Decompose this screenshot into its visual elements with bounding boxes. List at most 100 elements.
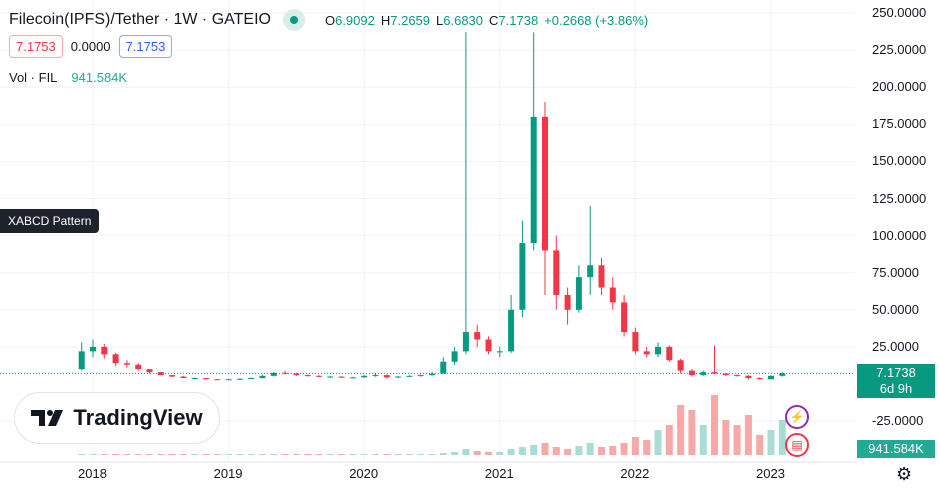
- candle-body: [542, 116, 548, 251]
- volume-bar: [541, 443, 549, 455]
- volume-bar: [699, 425, 707, 455]
- x-tick-label: 2022: [620, 466, 650, 481]
- candle-body: [225, 379, 232, 381]
- candle-body: [575, 277, 582, 310]
- candle-body: [609, 287, 616, 303]
- candle-body: [259, 375, 266, 379]
- candle-body: [700, 372, 707, 376]
- candle-body: [485, 339, 492, 352]
- ohlc-values: O6.9092 H7.2659 L6.6830 C7.1738 +0.2668 …: [324, 12, 649, 28]
- y-tick-label: 50.0000: [872, 301, 919, 317]
- symbol-title[interactable]: Filecoin(IPFS)/Tether · 1W · GATEIO: [9, 11, 271, 28]
- candle-body: [383, 375, 390, 378]
- volume-bar: [575, 446, 583, 455]
- volume-bar: [439, 453, 447, 455]
- tradingview-logo-icon: [31, 410, 64, 426]
- volume-bar: [654, 430, 662, 455]
- volume-bar: [451, 452, 459, 455]
- candle-body: [496, 351, 503, 353]
- x-tick-label: 2018: [78, 466, 107, 481]
- quote-row: 7.1753 0.0000 7.1753: [9, 35, 173, 58]
- volume-bar: [281, 454, 289, 455]
- volume-label[interactable]: Vol · FIL: [9, 70, 58, 85]
- volume-bar: [157, 454, 165, 455]
- candle-body: [688, 370, 695, 376]
- volume-bar: [564, 449, 572, 455]
- volume-bar: [417, 454, 425, 455]
- volume-bar: [146, 454, 153, 455]
- volume-bar: [778, 420, 786, 455]
- candle-body: [666, 346, 673, 361]
- candle-body: [768, 375, 774, 380]
- volume-bar: [202, 454, 210, 455]
- us-flag-event-icon[interactable]: ▤: [785, 433, 809, 457]
- candle-body: [349, 377, 356, 379]
- candle-body: [101, 346, 108, 355]
- candle-body: [270, 372, 277, 376]
- lightning-event-icon[interactable]: ⚡: [785, 405, 809, 429]
- volume-bar: [349, 454, 357, 455]
- volume-bar: [360, 454, 368, 455]
- volume-bar: [518, 447, 526, 455]
- volume-bar: [485, 452, 492, 455]
- candle-body: [530, 116, 537, 244]
- y-tick-label: 125.0000: [872, 190, 927, 206]
- volume-bar: [609, 446, 617, 455]
- volume-bar: [677, 405, 685, 455]
- volume-bar: [292, 454, 300, 455]
- volume-bar: [338, 454, 346, 455]
- volume-bar: [744, 415, 752, 455]
- candle-body: [395, 376, 402, 378]
- volume-bar: [405, 454, 413, 455]
- volume-bar: [665, 425, 673, 455]
- x-tick-label: 2019: [213, 466, 243, 481]
- candle-body: [643, 351, 650, 355]
- candle-body: [621, 302, 628, 333]
- y-tick-label: 175.0000: [872, 116, 927, 132]
- volume-bar: [507, 449, 515, 455]
- gear-icon[interactable]: ⚙: [896, 464, 913, 484]
- candle-body: [169, 375, 176, 377]
- volume-bar: [586, 443, 594, 455]
- candle-body: [677, 360, 684, 371]
- candle-body: [474, 332, 481, 340]
- volume-bar: [552, 447, 560, 455]
- candle-body: [655, 346, 661, 355]
- candle-body: [361, 375, 368, 378]
- volume-bar: [112, 454, 120, 455]
- last-price-badge: 7.1738 6d 9h: [857, 364, 935, 398]
- buy-button[interactable]: 7.1753: [118, 35, 173, 58]
- candle-body: [632, 332, 639, 352]
- volume-bar: [711, 395, 718, 455]
- candle-body: [587, 265, 594, 278]
- candle-body: [203, 378, 209, 380]
- symbol-legend: Filecoin(IPFS)/Tether · 1W · GATEIO O6.9…: [9, 9, 648, 31]
- xabcd-pattern-label[interactable]: XABCD Pattern: [0, 209, 100, 233]
- volume-bar: [100, 454, 108, 455]
- volume-bar: [247, 454, 255, 455]
- candle-body: [508, 309, 515, 352]
- candle-body: [756, 378, 763, 380]
- candle-body: [304, 375, 311, 377]
- candle-body: [112, 354, 119, 364]
- candle-body: [214, 379, 221, 381]
- candle-body: [191, 378, 198, 380]
- volume-bar: [326, 454, 334, 455]
- tradingview-logo[interactable]: TradingView: [14, 392, 220, 444]
- volume-bar: [134, 454, 142, 455]
- y-tick-label: 150.0000: [872, 153, 927, 169]
- candle-body: [293, 373, 300, 376]
- sell-button[interactable]: 7.1753: [9, 35, 63, 58]
- y-tick-label: 75.0000: [872, 264, 919, 280]
- market-status-icon[interactable]: [282, 9, 305, 31]
- volume-bar: [315, 454, 323, 455]
- candle-body: [123, 363, 130, 365]
- candle-body: [327, 376, 334, 378]
- candle-body: [745, 375, 752, 379]
- volume-bar: [394, 454, 402, 455]
- change-value: +0.2668 (+3.86%): [544, 12, 649, 28]
- x-tick-label: 2021: [484, 466, 514, 481]
- logo-text: TradingView: [73, 405, 203, 430]
